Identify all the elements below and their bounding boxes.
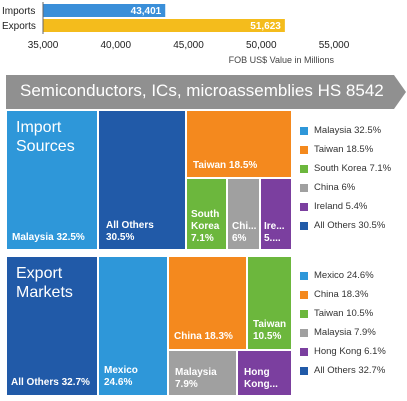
- legend-label: Hong Kong 6.1%: [314, 346, 386, 357]
- tile-ireland: Ire... 5....: [260, 178, 292, 250]
- x-tick-label: 50,000: [246, 40, 277, 51]
- legend-label: All Others 32.7%: [314, 365, 386, 376]
- import-sources-legend: Malaysia 32.5% Taiwan 18.5% South Korea 7.…: [300, 125, 407, 235]
- export-markets-legend: Mexico 24.6% China 18.3% Taiwan 10.5% Malay…: [300, 270, 407, 385]
- tile-label: China 18.3%: [174, 331, 233, 342]
- tile-label: Ire... 5....: [264, 221, 285, 244]
- legend-swatch: [300, 127, 308, 135]
- bar-category-label: Imports: [2, 6, 35, 17]
- tile-malaysia: Malaysia 32.5%: [6, 110, 98, 250]
- tile-south-korea: South Korea 7.1%: [186, 178, 227, 250]
- bar-exports: [43, 19, 285, 32]
- legend-label: Malaysia 7.9%: [314, 327, 376, 338]
- tile-label: Mexico 24.6%: [104, 365, 138, 388]
- banner-arrow: [6, 75, 406, 109]
- tile-label: Hong Kong...: [244, 367, 278, 390]
- legend-swatch: [300, 165, 308, 173]
- legend-swatch: [300, 348, 308, 356]
- product-banner: Semiconductors, ICs, microassemblies HS …: [6, 75, 406, 109]
- export-markets-treemap: All Others 32.7% Mexico 24.6% China 18.3% T…: [6, 256, 292, 396]
- tile-label: Malaysia 7.9%: [175, 367, 217, 390]
- banner-title: Semiconductors, ICs, microassemblies HS …: [20, 81, 384, 100]
- legend-label: China 6%: [314, 182, 356, 193]
- legend-swatch: [300, 367, 308, 375]
- tile-mexico: Mexico 24.6%: [98, 256, 168, 396]
- tile-all-others: All Others 32.7%: [6, 256, 98, 396]
- tile-label: Chi... 6%: [232, 221, 257, 244]
- export-panel-title: Export Markets: [16, 265, 73, 301]
- tile-label: All Others 32.7%: [11, 377, 90, 388]
- legend-swatch: [300, 222, 308, 230]
- import-panel-title: Import Sources: [16, 119, 75, 155]
- tile-china: Chi... 6%: [227, 178, 260, 250]
- legend-label: Taiwan 10.5%: [314, 308, 374, 319]
- tile-label: Taiwan 10.5%: [253, 319, 287, 342]
- x-tick-label: 55,000: [319, 40, 350, 51]
- x-tick-label: 45,000: [173, 40, 204, 51]
- bar-value-label: 43,401: [131, 6, 162, 17]
- tile-hong-kong: Hong Kong...: [237, 350, 292, 396]
- bar-imports: [43, 4, 166, 17]
- tile-all-others: All Others 30.5%: [98, 110, 186, 250]
- tile-label: Taiwan 18.5%: [193, 160, 258, 171]
- legend-label: South Korea 7.1%: [314, 163, 392, 174]
- legend-swatch: [300, 146, 308, 154]
- trade-bar-chart: Imports 43,401 Exports 51,623 35,000 40,000 45…: [2, 2, 350, 65]
- tile-china: China 18.3%: [168, 256, 247, 350]
- bar-value-label: 51,623: [250, 21, 281, 32]
- legend-label: China 18.3%: [314, 289, 369, 300]
- x-tick-label: 40,000: [100, 40, 131, 51]
- tile-malaysia: Malaysia 7.9%: [168, 350, 237, 396]
- legend-swatch: [300, 272, 308, 280]
- legend-swatch: [300, 329, 308, 337]
- tile-label: South Korea 7.1%: [191, 209, 220, 244]
- tile-taiwan: Taiwan 10.5%: [247, 256, 292, 350]
- tile-label: Malaysia 32.5%: [12, 232, 85, 243]
- legend-swatch: [300, 310, 308, 318]
- x-tick-label: 35,000: [28, 40, 59, 51]
- legend-swatch: [300, 203, 308, 211]
- x-axis-label: FOB US$ Value in Millions: [229, 55, 335, 65]
- legend-label: Taiwan 18.5%: [314, 144, 374, 155]
- import-sources-treemap: Malaysia 32.5% All Others 30.5% Taiwan 18.…: [6, 110, 292, 250]
- legend-swatch: [300, 184, 308, 192]
- legend-label: Mexico 24.6%: [314, 270, 374, 281]
- tile-taiwan: Taiwan 18.5%: [186, 110, 292, 178]
- legend-label: All Others 30.5%: [314, 220, 386, 231]
- bar-category-label: Exports: [2, 21, 36, 32]
- legend-label: Malaysia 32.5%: [314, 125, 382, 136]
- legend-label: Ireland 5.4%: [314, 201, 368, 212]
- tile-label: All Others 30.5%: [106, 220, 154, 243]
- legend-swatch: [300, 291, 308, 299]
